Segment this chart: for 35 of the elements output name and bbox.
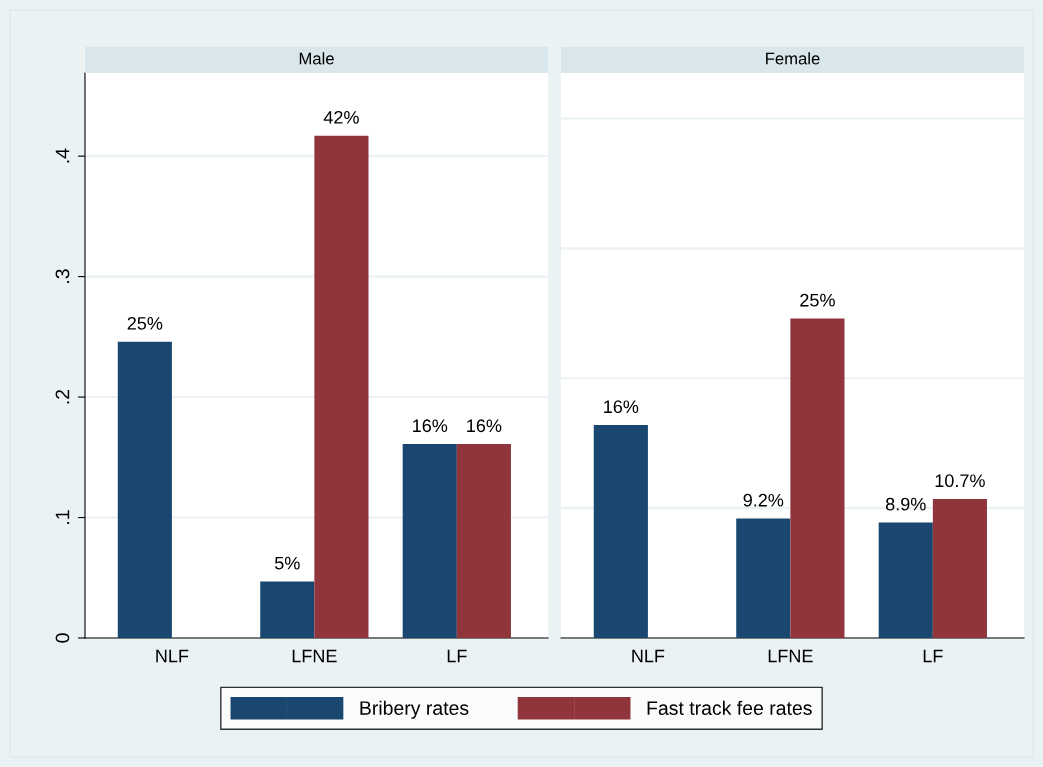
y-tick-label: .2 [55,389,70,404]
chart-title: Female [766,52,820,65]
legend-label: Bribery rates [360,700,469,719]
data-label: 25% [800,293,835,307]
x-tick-label: LFNE [768,649,813,663]
data-label: 16% [467,419,502,433]
bar [932,499,987,638]
y-tick-label: .4 [55,148,70,163]
data-label: 10.7% [935,474,985,488]
data-label: 9.2% [743,493,784,507]
x-tick-label: LF [923,649,943,663]
data-label: 16% [413,419,448,433]
data-label: 5% [274,556,300,570]
x-tick-label: LFNE [292,649,337,663]
bar [456,444,511,638]
data-label: 42% [323,110,359,124]
x-tick-label: NLF [632,649,665,663]
y-tick-label: .3 [55,269,70,283]
x-tick-label: LF [447,649,467,663]
bar [314,135,369,638]
bar [790,318,845,638]
bar [593,424,648,638]
bar [117,341,172,638]
y-tick-label: 0 [55,633,70,643]
data-label: 25% [127,316,163,330]
bar [402,444,457,638]
data-label: 8.9% [885,497,926,511]
legend-label: Fast track fee rates [647,700,812,715]
x-tick-label: NLF [156,649,189,663]
y-tick-label: .1 [55,510,70,524]
bar [736,518,791,638]
data-label: 16% [604,400,639,414]
bar [260,581,315,638]
chart-title: Male [299,52,334,65]
bar [878,522,933,638]
